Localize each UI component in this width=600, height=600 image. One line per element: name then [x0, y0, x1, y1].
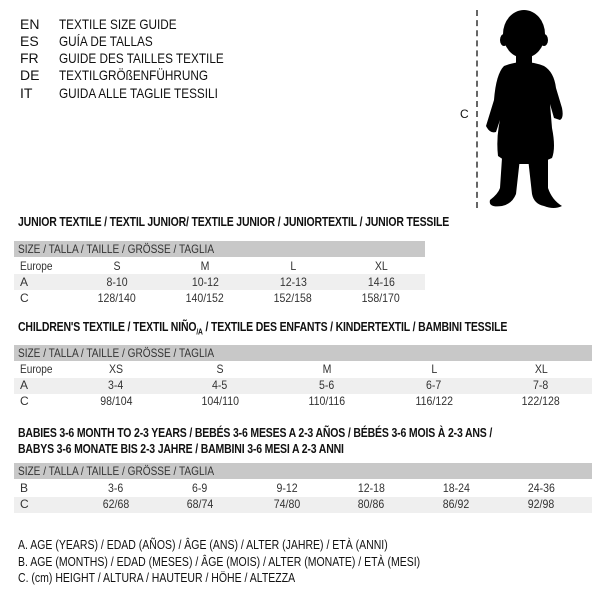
table-cell: 4-5: [212, 378, 228, 392]
table-cell: 6-7: [426, 378, 442, 392]
size-header-bar: SIZE / TALLA / TAILLE / GRÖSSE / TAGLIA: [14, 463, 592, 479]
row-label: A: [20, 275, 29, 289]
table-cell: 92/98: [527, 497, 555, 511]
lang-title: TEXTILGRÖßENFÜHRUNG: [59, 67, 208, 83]
table-cell: 8-10: [106, 275, 128, 289]
table-cell: 3-4: [108, 378, 124, 392]
table-cell: 10-12: [191, 275, 219, 289]
table-cell: 80/86: [357, 497, 385, 511]
babies-table-title-line1: BABIES 3-6 MONTH TO 2-3 YEARS / BEBÉS 3-…: [18, 426, 493, 440]
row-label: A: [20, 378, 29, 392]
legend-item: C. (cm) HEIGHT / ALTURA / HAUTEUR / HÖHE…: [18, 571, 296, 585]
lang-code: ES: [20, 33, 39, 49]
row-stripe: [14, 378, 592, 394]
lang-code: IT: [20, 85, 33, 101]
row-label: C: [20, 291, 29, 305]
table-cell: M: [322, 362, 332, 376]
table-cell: 24-36: [527, 481, 555, 495]
lang-title: GUIDE DES TAILLES TEXTILE: [59, 50, 224, 66]
table-cell: 110/116: [308, 394, 346, 408]
table-cell: 74/80: [273, 497, 301, 511]
row-label: Europe: [20, 259, 53, 273]
row-stripe: [14, 274, 425, 290]
table-cell: 12-13: [279, 275, 307, 289]
lang-code: DE: [20, 67, 40, 83]
row-label: C: [20, 394, 29, 408]
lang-code: FR: [20, 50, 39, 66]
row-label: B: [20, 481, 29, 495]
table-cell: XS: [108, 362, 124, 376]
children-table-title: CHILDREN'S TEXTILE / TEXTIL NIÑO/A / TEX…: [18, 320, 508, 337]
table-cell: 12-18: [357, 481, 385, 495]
baby-silhouette-icon: [486, 10, 563, 208]
table-cell: M: [200, 259, 210, 273]
table-cell: S: [216, 362, 224, 376]
lang-title: GUÍA DE TALLAS: [59, 33, 153, 49]
table-cell: 9-12: [276, 481, 298, 495]
junior-table-title: JUNIOR TEXTILE / TEXTIL JUNIOR/ TEXTILE …: [18, 215, 450, 229]
lang-title: GUIDA ALLE TAGLIE TESSILI: [59, 85, 218, 101]
size-header-bar: SIZE / TALLA / TAILLE / GRÖSSE / TAGLIA: [14, 241, 425, 257]
table-cell: 68/74: [186, 497, 214, 511]
size-header-bar: SIZE / TALLA / TAILLE / GRÖSSE / TAGLIA: [14, 345, 592, 361]
table-cell: 152/158: [273, 291, 313, 305]
size-header: SIZE / TALLA / TAILLE / GRÖSSE / TAGLIA: [18, 242, 215, 256]
table-cell: 7-8: [533, 378, 549, 392]
table-cell: S: [113, 259, 121, 273]
table-cell: 86/92: [442, 497, 470, 511]
table-cell: 3-6: [108, 481, 124, 495]
table-cell: XL: [534, 362, 548, 376]
table-cell: 6-9: [192, 481, 208, 495]
row-label: Europe: [20, 362, 53, 376]
table-cell: 18-24: [442, 481, 470, 495]
table-cell: 104/110: [201, 394, 239, 408]
table-cell: 140/152: [185, 291, 225, 305]
size-header: SIZE / TALLA / TAILLE / GRÖSSE / TAGLIA: [18, 346, 215, 360]
table-cell: L: [290, 259, 296, 273]
lang-code: EN: [20, 16, 40, 32]
table-cell: 158/170: [361, 291, 401, 305]
row-label: C: [20, 497, 29, 511]
legend-item: B. AGE (MONTHS) / EDAD (MESES) / ÂGE (MO…: [18, 555, 421, 569]
babies-table-title-line2: BABYS 3-6 MONATE BIS 2-3 JAHRE / BAMBINI…: [18, 442, 344, 456]
height-measure-label: C: [460, 107, 469, 121]
table-cell: 128/140: [97, 291, 137, 305]
legend-item: A. AGE (YEARS) / EDAD (AÑOS) / ÂGE (ANS)…: [18, 538, 388, 552]
table-cell: 116/122: [415, 394, 453, 408]
table-cell: 62/68: [102, 497, 130, 511]
table-cell: 14-16: [367, 275, 395, 289]
table-cell: 98/104: [99, 394, 133, 408]
table-cell: 122/128: [521, 394, 561, 408]
table-cell: XL: [374, 259, 388, 273]
lang-title: TEXTILE SIZE GUIDE: [59, 16, 177, 32]
size-header: SIZE / TALLA / TAILLE / GRÖSSE / TAGLIA: [18, 464, 215, 478]
height-measure-line: [476, 10, 478, 208]
table-cell: 5-6: [319, 378, 335, 392]
table-cell: L: [431, 362, 437, 376]
row-stripe: [14, 497, 592, 513]
